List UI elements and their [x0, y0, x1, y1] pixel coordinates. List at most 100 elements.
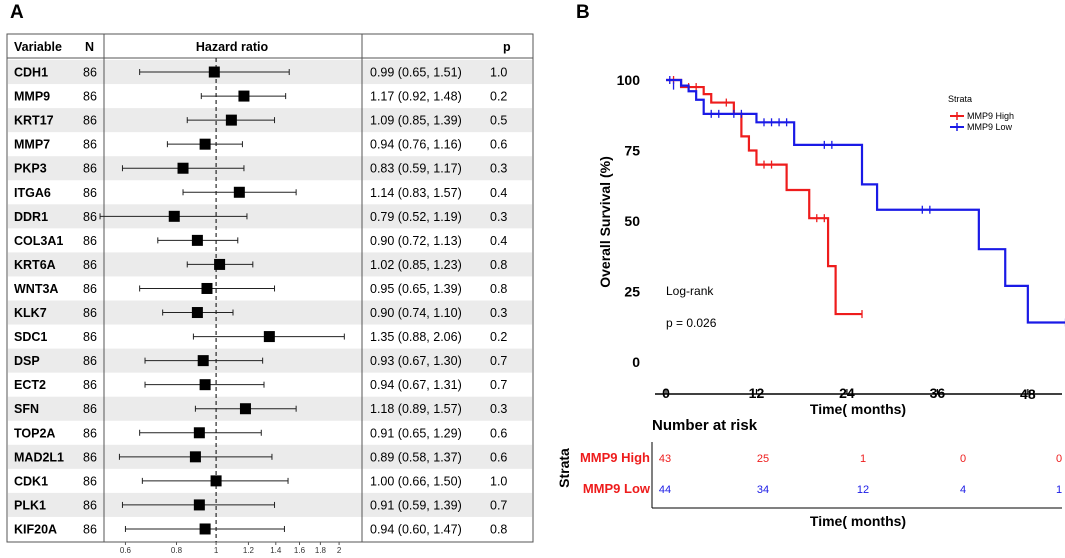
risk-value-low: 12 — [857, 484, 869, 496]
row-n: 86 — [83, 378, 97, 392]
x-tick-label: 2 — [337, 546, 342, 555]
x-tick-label: 1 — [214, 546, 219, 555]
row-variable: PLK1 — [14, 498, 46, 512]
km-y-tick-label: 50 — [624, 213, 640, 229]
x-tick-label: 0.6 — [120, 546, 132, 555]
forest-frame — [6, 33, 534, 543]
hr-point — [214, 258, 226, 270]
forest-row: ITGA6 86 1.14 (0.83, 1.57) 0.4 — [14, 186, 507, 200]
row-p-value: 0.4 — [490, 186, 507, 200]
row-p-value: 0.3 — [490, 162, 507, 176]
x-tick-label: 1.8 — [315, 546, 327, 555]
row-n: 86 — [83, 210, 97, 224]
row-p-value: 0.7 — [490, 354, 507, 368]
row-p-value: 0.3 — [490, 210, 507, 224]
row-n: 86 — [83, 522, 97, 536]
row-ci-text: 0.91 (0.59, 1.39) — [370, 498, 462, 512]
hr-point — [233, 186, 245, 198]
km-curve-high — [666, 78, 862, 316]
row-ci-text: 0.90 (0.74, 1.10) — [370, 306, 462, 320]
row-variable: ECT2 — [14, 378, 46, 392]
row-variable: MMP9 — [14, 90, 50, 104]
km-y-tick-label: 0 — [632, 354, 640, 370]
row-band — [8, 252, 532, 277]
forest-row: MAD2L1 86 0.89 (0.58, 1.37) 0.6 — [14, 450, 507, 464]
row-p-value: 0.8 — [490, 522, 507, 536]
row-ci-text: 1.17 (0.92, 1.48) — [370, 90, 462, 104]
header-p: p — [503, 40, 511, 54]
row-variable: SDC1 — [14, 330, 47, 344]
forest-plot: Variable N Hazard ratio p CDH1 86 0.99 (0.… — [6, 33, 534, 555]
forest-row: CDK1 86 1.00 (0.66, 1.50) 1.0 — [14, 474, 507, 488]
row-ci-text: 0.83 (0.59, 1.17) — [370, 162, 462, 176]
row-variable: SFN — [14, 402, 39, 416]
hr-point — [189, 451, 201, 463]
row-variable: CDH1 — [14, 66, 48, 80]
row-n: 86 — [83, 498, 97, 512]
row-ci-text: 1.14 (0.83, 1.57) — [370, 186, 462, 200]
row-variable: ITGA6 — [14, 186, 51, 200]
row-p-value: 0.2 — [490, 90, 507, 104]
row-n: 86 — [83, 138, 97, 152]
km-y-label: Overall Survival (%) — [597, 156, 613, 288]
row-variable: KRT17 — [14, 114, 54, 128]
risk-value-high: 0 — [1056, 453, 1062, 465]
x-tick-label: 0.8 — [171, 546, 183, 555]
legend-title: Strata — [948, 94, 972, 104]
hr-point — [197, 355, 209, 367]
km-x-tick-label: 36 — [930, 385, 946, 401]
row-ci-text: 1.02 (0.85, 1.23) — [370, 258, 462, 272]
logrank-label: Log-rank — [666, 284, 714, 298]
row-n: 86 — [83, 474, 97, 488]
row-band — [8, 204, 532, 229]
risk-value-low: 4 — [960, 484, 966, 496]
hr-point — [191, 307, 203, 319]
risk-strata-label: Strata — [556, 448, 572, 488]
forest-row: PKP3 86 0.83 (0.59, 1.17) 0.3 — [14, 162, 507, 176]
row-variable: PKP3 — [14, 162, 47, 176]
km-y-tick-label: 100 — [617, 72, 641, 88]
row-p-value: 0.6 — [490, 426, 507, 440]
km-x-tick-label: 0 — [662, 385, 670, 401]
forest-row: SDC1 86 1.35 (0.88, 2.06) 0.2 — [14, 330, 507, 344]
row-variable: CDK1 — [14, 474, 48, 488]
km-y-tick-label: 75 — [624, 143, 640, 159]
risk-value-high: 1 — [860, 453, 866, 465]
hr-point — [199, 379, 211, 391]
risk-row-high-label: MMP9 High — [580, 450, 650, 465]
row-variable: KIF20A — [14, 522, 57, 536]
row-n: 86 — [83, 258, 97, 272]
risk-title: Number at risk — [652, 417, 758, 434]
row-ci-text: 0.79 (0.52, 1.19) — [370, 210, 462, 224]
panel-a-label: A — [10, 2, 24, 23]
row-ci-text: 0.90 (0.72, 1.13) — [370, 234, 462, 248]
forest-row: ECT2 86 0.94 (0.67, 1.31) 0.7 — [14, 378, 507, 392]
hr-point — [263, 331, 275, 343]
risk-value-low: 34 — [757, 484, 769, 496]
row-p-value: 0.5 — [490, 114, 507, 128]
hr-point — [225, 114, 237, 126]
row-n: 86 — [83, 114, 97, 128]
row-ci-text: 0.99 (0.65, 1.51) — [370, 66, 462, 80]
row-ci-text: 0.94 (0.67, 1.31) — [370, 378, 462, 392]
row-ci-text: 0.94 (0.76, 1.16) — [370, 138, 462, 152]
row-ci-text: 1.00 (0.66, 1.50) — [370, 474, 462, 488]
row-variable: MMP7 — [14, 138, 50, 152]
forest-row: TOP2A 86 0.91 (0.65, 1.29) 0.6 — [14, 426, 507, 440]
hr-point — [191, 234, 203, 246]
row-ci-text: 0.95 (0.65, 1.39) — [370, 282, 462, 296]
forest-row: KRT6A 86 1.02 (0.85, 1.23) 0.8 — [14, 258, 507, 272]
row-ci-text: 0.91 (0.65, 1.29) — [370, 426, 462, 440]
km-x-label: Time( months) — [810, 401, 906, 417]
forest-row: MMP9 86 1.17 (0.92, 1.48) 0.2 — [14, 90, 507, 104]
row-p-value: 0.4 — [490, 234, 507, 248]
forest-row: MMP7 86 0.94 (0.76, 1.16) 0.6 — [14, 138, 507, 152]
row-variable: COL3A1 — [14, 234, 63, 248]
row-n: 86 — [83, 354, 97, 368]
row-n: 86 — [83, 282, 97, 296]
row-p-value: 0.6 — [490, 450, 507, 464]
risk-x-label: Time( months) — [810, 513, 906, 529]
row-n: 86 — [83, 162, 97, 176]
km-x-tick-label: 24 — [839, 385, 855, 401]
